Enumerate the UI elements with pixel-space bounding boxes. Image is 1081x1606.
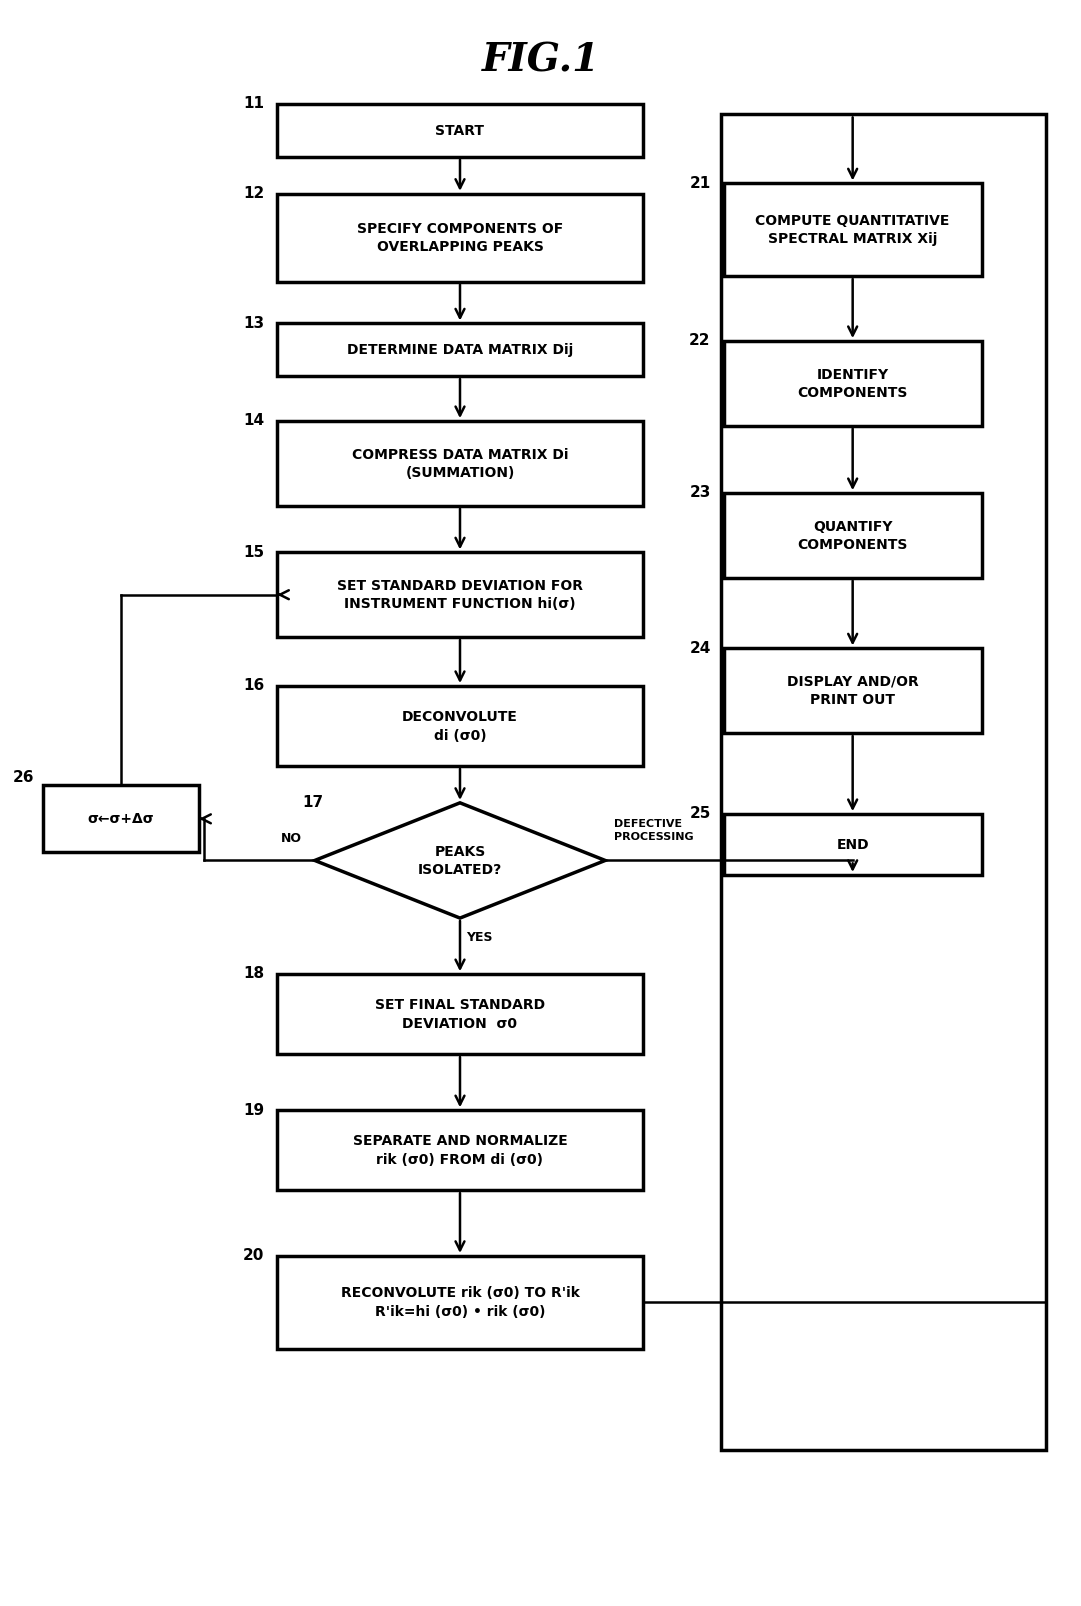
Bar xyxy=(277,1110,643,1190)
Text: FIG.1: FIG.1 xyxy=(481,42,600,79)
Text: 11: 11 xyxy=(243,96,264,111)
Bar xyxy=(277,421,643,506)
Text: SEPARATE AND NORMALIZE
rik (σ0) FROM di (σ0): SEPARATE AND NORMALIZE rik (σ0) FROM di … xyxy=(352,1134,568,1166)
Text: END: END xyxy=(836,838,869,851)
Text: SET FINAL STANDARD
DEVIATION  σ0: SET FINAL STANDARD DEVIATION σ0 xyxy=(375,997,545,1031)
Text: NO: NO xyxy=(281,832,302,845)
Text: 14: 14 xyxy=(243,413,264,429)
Bar xyxy=(723,183,982,276)
Text: IDENTIFY
COMPONENTS: IDENTIFY COMPONENTS xyxy=(797,368,908,400)
Text: σ←σ+Δσ: σ←σ+Δσ xyxy=(88,813,155,825)
Text: START: START xyxy=(436,124,484,138)
Text: 25: 25 xyxy=(689,806,710,821)
Text: PEAKS
ISOLATED?: PEAKS ISOLATED? xyxy=(417,845,502,877)
Bar xyxy=(277,552,643,638)
Bar xyxy=(277,686,643,766)
Text: DECONVOLUTE
di (σ0): DECONVOLUTE di (σ0) xyxy=(402,710,518,742)
Text: 19: 19 xyxy=(243,1102,264,1118)
Text: 26: 26 xyxy=(13,769,35,784)
Bar xyxy=(277,975,643,1054)
Bar xyxy=(43,785,199,853)
Text: DISPLAY AND/OR
PRINT OUT: DISPLAY AND/OR PRINT OUT xyxy=(787,675,918,707)
Text: 20: 20 xyxy=(243,1248,264,1262)
Text: 12: 12 xyxy=(243,186,264,201)
Text: DETERMINE DATA MATRIX Dij: DETERMINE DATA MATRIX Dij xyxy=(347,344,573,357)
Text: 17: 17 xyxy=(303,795,323,809)
Polygon shape xyxy=(315,803,605,919)
Bar xyxy=(723,649,982,734)
Text: 16: 16 xyxy=(243,678,264,694)
Text: COMPUTE QUANTITATIVE
SPECTRAL MATRIX Xij: COMPUTE QUANTITATIVE SPECTRAL MATRIX Xij xyxy=(756,214,949,246)
Text: RECONVOLUTE rik (σ0) TO R'ik
R'ik=hi (σ0) • rik (σ0): RECONVOLUTE rik (σ0) TO R'ik R'ik=hi (σ0… xyxy=(341,1286,579,1319)
Text: SPECIFY COMPONENTS OF
OVERLAPPING PEAKS: SPECIFY COMPONENTS OF OVERLAPPING PEAKS xyxy=(357,222,563,254)
Bar xyxy=(277,324,643,376)
Text: 22: 22 xyxy=(689,334,710,349)
Bar xyxy=(723,814,982,875)
Bar xyxy=(721,114,1046,1450)
Text: YES: YES xyxy=(466,931,493,944)
Text: QUANTIFY
COMPONENTS: QUANTIFY COMPONENTS xyxy=(797,519,908,552)
Text: 13: 13 xyxy=(243,316,264,331)
Bar xyxy=(723,493,982,578)
Bar xyxy=(277,104,643,157)
Text: 15: 15 xyxy=(243,544,264,559)
Bar xyxy=(277,1256,643,1349)
Text: COMPRESS DATA MATRIX Di
(SUMMATION): COMPRESS DATA MATRIX Di (SUMMATION) xyxy=(351,448,568,480)
Text: 18: 18 xyxy=(243,967,264,981)
Text: 23: 23 xyxy=(689,485,710,501)
Text: 21: 21 xyxy=(690,175,710,191)
Text: DEFECTIVE
PROCESSING: DEFECTIVE PROCESSING xyxy=(614,819,693,842)
Text: 24: 24 xyxy=(689,641,710,655)
Bar xyxy=(723,340,982,426)
Text: SET STANDARD DEVIATION FOR
INSTRUMENT FUNCTION hi(σ): SET STANDARD DEVIATION FOR INSTRUMENT FU… xyxy=(337,578,583,612)
Bar xyxy=(277,194,643,283)
